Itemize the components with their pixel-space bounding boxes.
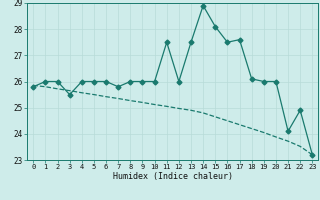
X-axis label: Humidex (Indice chaleur): Humidex (Indice chaleur): [113, 172, 233, 181]
